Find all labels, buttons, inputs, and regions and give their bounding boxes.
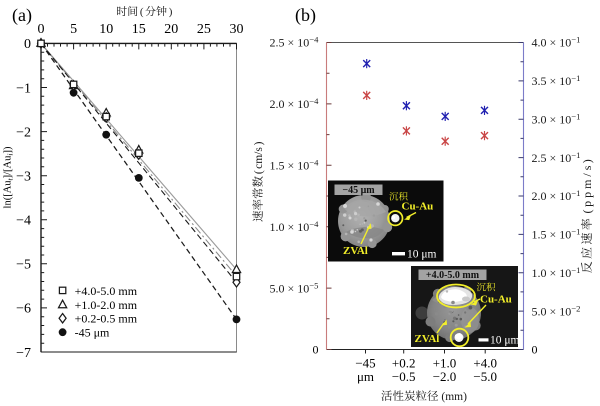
- svg-text:Cu-Au: Cu-Au: [480, 294, 512, 306]
- svg-text:−4: −4: [309, 158, 319, 168]
- svg-text:p p m / s: p p m / s: [580, 165, 594, 207]
- svg-text:1.0 × 10: 1.0 × 10: [532, 266, 572, 280]
- svg-text:2.0 × 10: 2.0 × 10: [532, 189, 572, 203]
- svg-text:−5: −5: [16, 258, 31, 273]
- svg-text:25: 25: [197, 22, 211, 37]
- svg-text:+0.2: +0.2: [392, 356, 416, 371]
- svg-text:5: 5: [70, 22, 77, 37]
- svg-text:4.0 × 10: 4.0 × 10: [532, 36, 572, 50]
- svg-text:−1: −1: [571, 112, 580, 122]
- svg-text:−5: −5: [309, 280, 318, 290]
- svg-text:): ): [169, 6, 173, 18]
- svg-text:Cu-Au: Cu-Au: [402, 201, 434, 213]
- svg-text:2.0 × 10: 2.0 × 10: [270, 97, 310, 111]
- svg-text:−1: −1: [571, 265, 580, 275]
- svg-text:−2: −2: [16, 125, 31, 140]
- svg-text:−6: −6: [16, 302, 31, 317]
- svg-text:−45 μm: −45 μm: [342, 185, 375, 196]
- svg-text:(: (: [580, 210, 594, 214]
- svg-text:−4: −4: [16, 214, 31, 229]
- svg-text:ZVAl: ZVAl: [415, 333, 440, 345]
- svg-text:−7: −7: [16, 346, 31, 361]
- svg-text:−1: −1: [16, 81, 31, 96]
- svg-text:−1: −1: [571, 73, 580, 83]
- svg-text:1.5 × 10: 1.5 × 10: [270, 159, 310, 173]
- svg-text:+4.0: +4.0: [473, 356, 497, 371]
- svg-text:0: 0: [24, 37, 31, 52]
- svg-text:10 μm: 10 μm: [490, 334, 520, 346]
- svg-text:−1: −1: [571, 150, 580, 160]
- svg-text:): ): [580, 159, 594, 163]
- svg-text:ln([Aut]/[Aui]): ln([Aut]/[Aui]): [3, 146, 15, 208]
- svg-text:+1.0: +1.0: [433, 356, 457, 371]
- svg-text:−4: −4: [309, 35, 319, 45]
- svg-text:ZVAl: ZVAl: [343, 245, 368, 257]
- svg-text:15: 15: [132, 22, 146, 37]
- svg-text:−4: −4: [309, 96, 319, 106]
- svg-text:3.5 × 10: 3.5 × 10: [532, 74, 572, 88]
- svg-text:-45 μm: -45 μm: [75, 325, 110, 339]
- svg-text:3.0 × 10: 3.0 × 10: [532, 113, 572, 127]
- svg-text:1.0 × 10: 1.0 × 10: [270, 220, 310, 234]
- svg-text:2.5 × 10: 2.5 × 10: [270, 36, 310, 50]
- svg-text:−1: −1: [571, 227, 580, 237]
- svg-text:0: 0: [532, 343, 538, 357]
- svg-text:(b): (b): [295, 5, 316, 26]
- svg-text:30: 30: [230, 22, 244, 37]
- svg-text:−1: −1: [571, 35, 580, 45]
- svg-text:+0.2-0.5 mm: +0.2-0.5 mm: [75, 312, 138, 326]
- svg-text:(mm): (mm): [441, 391, 467, 403]
- svg-text:20: 20: [164, 22, 178, 37]
- svg-text:): ): [253, 141, 265, 145]
- svg-text:−1: −1: [571, 188, 580, 198]
- svg-text:+4.0-5.0 mm: +4.0-5.0 mm: [75, 284, 138, 298]
- svg-text:−0.5: −0.5: [392, 369, 416, 384]
- svg-text:(a): (a): [12, 5, 32, 26]
- svg-text:5.0 × 10: 5.0 × 10: [532, 304, 572, 318]
- svg-text:−5.0: −5.0: [473, 369, 497, 384]
- svg-text:−2: −2: [571, 303, 580, 313]
- svg-text:0: 0: [38, 22, 45, 37]
- svg-text:−2.0: −2.0: [433, 369, 457, 384]
- svg-text:5.0 × 10: 5.0 × 10: [270, 281, 310, 295]
- svg-text:1.5 × 10: 1.5 × 10: [532, 228, 572, 242]
- svg-text:μm: μm: [357, 369, 374, 384]
- svg-text:0: 0: [313, 343, 319, 357]
- svg-text:10 μm: 10 μm: [407, 249, 437, 261]
- svg-text:(: (: [140, 6, 144, 18]
- svg-text:cm/s: cm/s: [253, 147, 265, 169]
- svg-text:+4.0-5.0 mm: +4.0-5.0 mm: [426, 270, 480, 281]
- svg-text:(: (: [253, 170, 265, 174]
- svg-text:2.5 × 10: 2.5 × 10: [532, 151, 572, 165]
- svg-text:−4: −4: [309, 219, 319, 229]
- svg-text:10: 10: [99, 22, 113, 37]
- svg-text:−3: −3: [16, 170, 31, 185]
- svg-text:−45: −45: [355, 356, 375, 371]
- svg-text:+1.0-2.0 mm: +1.0-2.0 mm: [75, 298, 138, 312]
